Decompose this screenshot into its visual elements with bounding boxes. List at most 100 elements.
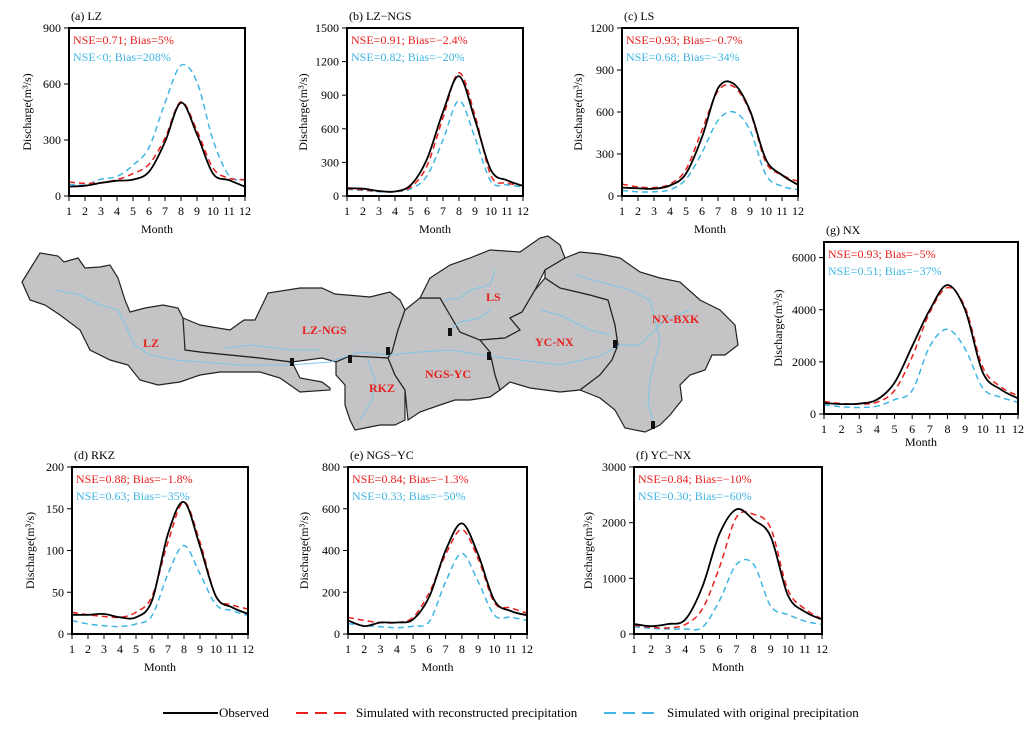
x-tick-label: 5 — [130, 204, 136, 218]
x-axis-title: Month — [144, 660, 176, 674]
series-line-reconstructed — [634, 510, 822, 629]
y-tick-label: 100 — [46, 544, 64, 558]
stat-original: NSE=0.82; Bias=−20% — [351, 50, 465, 64]
region-label-ls: LS — [486, 290, 501, 304]
stat-reconstructed: NSE=0.91; Bias=−2.4% — [351, 33, 468, 47]
x-tick-label: 8 — [731, 204, 737, 218]
plot-frame — [633, 466, 823, 635]
x-tick-label: 2 — [85, 642, 91, 656]
plot-frame — [71, 466, 249, 635]
y-tick-label: 900 — [596, 63, 614, 77]
x-tick-label: 7 — [440, 204, 446, 218]
y-tick-label: 1200 — [315, 55, 339, 69]
y-tick-label: 300 — [43, 133, 61, 147]
plot-frame — [823, 241, 1019, 415]
x-tick-label: 9 — [472, 204, 478, 218]
x-tick-label: 10 — [977, 422, 989, 436]
panel-title: (a) LZ — [71, 9, 102, 23]
y-tick-label: 800 — [322, 460, 340, 474]
series-line-reconstructed — [824, 286, 1018, 405]
x-tick-label: 5 — [133, 642, 139, 656]
x-tick-label: 1 — [619, 204, 625, 218]
plot-frame — [346, 27, 524, 197]
x-tick-label: 5 — [408, 204, 414, 218]
basin-region-nx-bxk — [544, 251, 739, 433]
x-axis-title: Month — [141, 222, 173, 236]
y-tick-label: 400 — [322, 544, 340, 558]
x-tick-label: 4 — [394, 642, 400, 656]
series-line-observed — [634, 508, 822, 628]
x-tick-label: 12 — [816, 642, 828, 656]
panel-title: (d) RKZ — [74, 448, 115, 462]
x-tick-label: 5 — [410, 642, 416, 656]
x-tick-label: 4 — [114, 204, 120, 218]
stat-original: NSE=0.63; Bias=−35% — [76, 489, 190, 503]
series-line-reconstructed — [69, 100, 245, 185]
stat-original: NSE=0.68; Bias=−34% — [626, 50, 740, 64]
y-tick-label: 300 — [596, 147, 614, 161]
legend-label-reconstructed: Simulated with reconstructed precipitati… — [356, 705, 578, 720]
x-tick-label: 4 — [392, 204, 398, 218]
series-line-reconstructed — [347, 72, 523, 193]
y-tick-label: 0 — [810, 407, 816, 421]
stat-reconstructed: NSE=0.84; Bias=−10% — [638, 472, 752, 486]
x-tick-label: 2 — [361, 642, 367, 656]
x-tick-label: 9 — [194, 204, 200, 218]
x-tick-label: 10 — [782, 642, 794, 656]
x-tick-label: 7 — [734, 642, 740, 656]
x-tick-label: 8 — [178, 204, 184, 218]
x-axis-title: Month — [905, 435, 937, 449]
x-tick-label: 4 — [874, 422, 880, 436]
legend-label-original: Simulated with original precipitation — [667, 705, 859, 720]
x-tick-label: 12 — [242, 642, 254, 656]
x-tick-label: 6 — [149, 642, 155, 656]
x-tick-label: 9 — [475, 642, 481, 656]
plot-frame — [621, 27, 799, 197]
y-tick-label: 6000 — [792, 251, 816, 265]
stat-original: NSE=0.51; Bias=−37% — [828, 264, 942, 278]
y-tick-label: 2000 — [792, 355, 816, 369]
y-tick-label: 0 — [334, 627, 340, 641]
x-tick-label: 4 — [117, 642, 123, 656]
gauge-icon — [386, 347, 390, 355]
y-tick-label: 900 — [43, 21, 61, 35]
panel-title: (e) NGS−YC — [350, 448, 414, 462]
x-tick-label: 1 — [631, 642, 637, 656]
x-tick-label: 12 — [792, 204, 804, 218]
x-tick-label: 5 — [699, 642, 705, 656]
y-tick-label: 200 — [46, 460, 64, 474]
y-tick-label: 150 — [46, 502, 64, 516]
y-axis-title: Discharge(m³/s) — [581, 512, 595, 589]
series-line-observed — [347, 75, 523, 193]
x-tick-label: 10 — [207, 204, 219, 218]
x-tick-label: 1 — [69, 642, 75, 656]
x-tick-label: 10 — [210, 642, 222, 656]
x-tick-label: 1 — [66, 204, 72, 218]
region-label-yc-nx: YC-NX — [535, 335, 574, 349]
gauge-icon — [348, 355, 352, 363]
series-line-original — [72, 544, 248, 628]
x-tick-label: 3 — [856, 422, 862, 436]
region-label-rkz: RKZ — [369, 381, 395, 395]
panel-title: (f) YC−NX — [636, 448, 692, 462]
y-tick-label: 200 — [322, 585, 340, 599]
x-tick-label: 3 — [651, 204, 657, 218]
x-tick-label: 1 — [345, 642, 351, 656]
y-axis-title: Discharge(m³/s) — [571, 73, 585, 150]
y-tick-label: 0 — [608, 189, 614, 203]
river-network — [54, 269, 691, 426]
x-tick-label: 6 — [426, 642, 432, 656]
x-axis-title: Month — [694, 222, 726, 236]
y-tick-label: 0 — [333, 189, 339, 203]
series-line-reconstructed — [622, 83, 798, 189]
x-tick-label: 8 — [181, 642, 187, 656]
gauge-icon — [290, 358, 294, 366]
series-line-original — [622, 110, 798, 193]
x-tick-label: 6 — [909, 422, 915, 436]
